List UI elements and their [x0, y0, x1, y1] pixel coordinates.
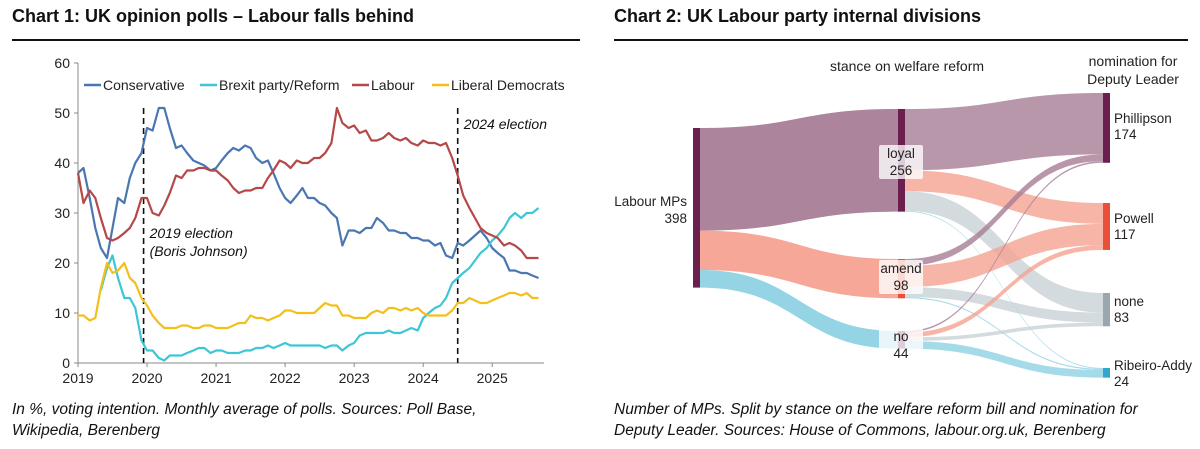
node-label-amend-backdrop [879, 260, 923, 294]
flow-loyal-to-powell [905, 170, 1103, 224]
node-label-none: none [1114, 294, 1144, 309]
node-bar-none [1103, 293, 1110, 327]
flow-no-to-powell [905, 245, 1103, 338]
election-annotation-label: (Boris Johnson) [150, 243, 248, 259]
chart2-footnote: Number of MPs. Split by stance on the we… [614, 399, 1200, 441]
node-value-labour-mps: 398 [664, 211, 687, 226]
legend-label-liberal-democrats: Liberal Democrats [451, 77, 565, 93]
y-tick-label: 40 [54, 155, 70, 171]
flow-labour-mps-to-loyal [700, 109, 898, 231]
node-value-phillipson: 174 [1114, 127, 1137, 142]
x-tick-label: 2019 [62, 370, 93, 386]
series-line-liberal-democrats [78, 261, 539, 330]
node-bar-labour-mps [693, 128, 700, 288]
y-tick-label: 10 [54, 305, 70, 321]
chart2-sankey-diagram: Labour MPs 398 loyal 256 amend 98 no 44 Phillips… [614, 53, 1192, 389]
flow-loyal-to-phillipson [905, 93, 1103, 171]
flow-amend-to-none [905, 287, 1103, 323]
node-label-amend: amend [880, 261, 921, 276]
node-label-ribeiro-addy: Ribeiro-Addy [1114, 358, 1192, 373]
chart2-title: Chart 2: UK Labour party internal divisi… [614, 6, 982, 26]
chart2-footnote-line-1: Number of MPs. Split by stance on the we… [614, 401, 1138, 418]
node-bar-powell [1103, 203, 1110, 250]
series-line-conservative [77, 106, 539, 280]
node-label-no-backdrop [879, 328, 923, 362]
nomination-header-line-2: Deputy Leader [1087, 71, 1179, 87]
node-value-loyal: 256 [890, 163, 913, 178]
legend-label-labour: Labour [371, 77, 415, 93]
x-tick-label: 2024 [408, 370, 439, 386]
node-value-ribeiro-addy: 24 [1114, 374, 1130, 389]
flow-labour-mps-to-amend [700, 230, 898, 299]
y-tick-label: 0 [62, 355, 70, 371]
node-value-none: 83 [1114, 310, 1129, 325]
x-tick-label: 2021 [200, 370, 231, 386]
node-value-no: 44 [893, 346, 909, 361]
node-label-phillipson: Phillipson [1114, 111, 1172, 126]
y-tick-label: 50 [54, 105, 70, 121]
y-tick-label: 30 [54, 205, 70, 221]
node-bar-ribeiro-addy [1103, 368, 1110, 378]
series-line-labour [76, 106, 539, 260]
node-label-powell: Powell [1114, 211, 1154, 226]
x-tick-label: 2023 [339, 370, 370, 386]
x-tick-label: 2020 [131, 370, 162, 386]
series-line-brexit-party-reform [99, 207, 540, 362]
y-tick-label: 20 [54, 255, 70, 271]
flow-amend-to-phillipson [905, 154, 1103, 266]
election-annotation-label: 2019 election [149, 225, 234, 241]
node-value-amend: 98 [893, 278, 908, 293]
flow-labour-mps-to-no [700, 269, 898, 349]
node-label-labour-mps: Labour MPs [614, 194, 687, 209]
chart2-footnote-line-2: Deputy Leader. Sources: House of Commons… [614, 422, 1106, 439]
x-tick-label: 2022 [270, 370, 301, 386]
flow-no-to-none [905, 322, 1103, 342]
node-label-loyal: loyal [887, 146, 915, 161]
x-tick-label: 2025 [477, 370, 508, 386]
election-annotation-label: 2024 election [463, 116, 548, 132]
node-bar-phillipson [1103, 93, 1110, 163]
node-label-no: no [893, 329, 908, 344]
sankey-flow-group [700, 93, 1103, 378]
nomination-header-line-1: nomination for [1089, 53, 1178, 69]
flow-no-to-ribeiro-addy [905, 341, 1103, 378]
chart1-title-rule [12, 39, 580, 41]
chart1-footnote-line-2: Wikipedia, Berenberg [12, 422, 161, 439]
node-value-powell: 117 [1114, 227, 1136, 242]
y-tick-label: 60 [54, 55, 70, 71]
legend-label-conservative: Conservative [103, 77, 185, 93]
chart1-polls-line-chart: 0 10 20 30 40 50 60 2019 2020 2021 2022 2023 2024 202… [54, 55, 565, 386]
chart1-title: Chart 1: UK opinion polls – Labour falls… [12, 6, 415, 26]
chart2-title-rule [614, 39, 1188, 41]
flow-no-to-phillipson [905, 161, 1103, 333]
legend-label-brexit-party-reform: Brexit party/Reform [219, 77, 340, 93]
stance-header: stance on welfare reform [830, 58, 984, 74]
chart1-footnote: In %, voting intention. Monthly average … [12, 399, 592, 441]
flow-amend-to-powell [905, 223, 1103, 288]
node-label-loyal-backdrop [879, 145, 923, 179]
chart1-footnote-line-1: In %, voting intention. Monthly average … [12, 401, 477, 418]
